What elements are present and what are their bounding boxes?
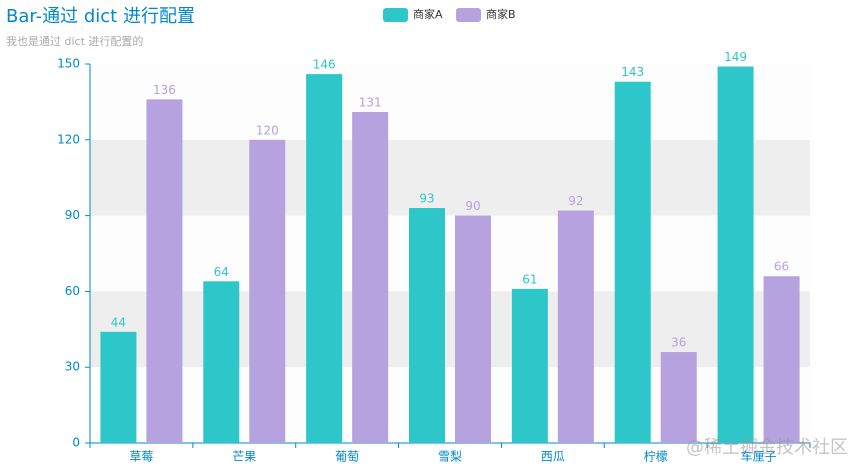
- data-label: 61: [522, 272, 537, 286]
- y-tick-label: 120: [57, 132, 80, 146]
- data-label: 136: [153, 83, 176, 97]
- split-area: [90, 64, 810, 140]
- bar: [409, 208, 445, 443]
- bar: [455, 215, 491, 443]
- data-label: 36: [671, 336, 686, 350]
- data-label: 66: [774, 260, 789, 274]
- split-area: [90, 367, 810, 443]
- data-label: 149: [724, 50, 747, 64]
- data-label: 90: [465, 199, 480, 213]
- split-area: [90, 215, 810, 292]
- x-tick-label: 草莓: [129, 450, 153, 464]
- y-tick-label: 150: [57, 57, 80, 71]
- data-label: 146: [313, 58, 336, 72]
- bar: [660, 352, 697, 443]
- chart-subtitle: 我也是通过 dict 进行配置的: [6, 34, 143, 48]
- data-label: 64: [214, 265, 229, 279]
- data-label: 143: [621, 65, 644, 79]
- bar: [614, 81, 651, 443]
- chart-title: Bar-通过 dict 进行配置: [6, 6, 195, 27]
- bar: [249, 139, 286, 444]
- legend-label: 商家B: [486, 7, 516, 21]
- legend-swatch: [383, 8, 408, 22]
- bar: [306, 74, 343, 444]
- bar: [763, 276, 800, 443]
- data-label: 44: [111, 315, 126, 329]
- y-tick-label: 30: [65, 360, 80, 374]
- split-area: [90, 139, 810, 216]
- bar: [100, 331, 137, 443]
- bar: [557, 210, 594, 443]
- legend-swatch: [456, 8, 481, 22]
- x-tick-label: 车厘子: [741, 449, 777, 464]
- data-label: 93: [419, 192, 434, 206]
- bar: [203, 281, 240, 443]
- bar: [352, 112, 389, 444]
- x-tick-label: 葡萄: [335, 450, 359, 464]
- x-tick-label: 西瓜: [541, 450, 565, 464]
- y-tick-label: 60: [65, 284, 80, 298]
- data-label: 131: [359, 96, 382, 110]
- x-tick-label: 柠檬: [644, 449, 668, 464]
- bar: [511, 288, 548, 443]
- data-label: 92: [568, 194, 583, 208]
- bar: [717, 66, 754, 443]
- y-tick-label: 90: [65, 208, 80, 222]
- x-tick-label: 雪梨: [438, 450, 462, 464]
- bar: [146, 99, 183, 443]
- legend-label: 商家A: [413, 7, 443, 21]
- watermark: @稀土掘金技术社区: [686, 437, 848, 458]
- y-tick-label: 0: [72, 436, 80, 450]
- x-tick-label: 芒果: [232, 449, 256, 464]
- data-label: 120: [256, 123, 279, 137]
- split-area: [90, 291, 810, 368]
